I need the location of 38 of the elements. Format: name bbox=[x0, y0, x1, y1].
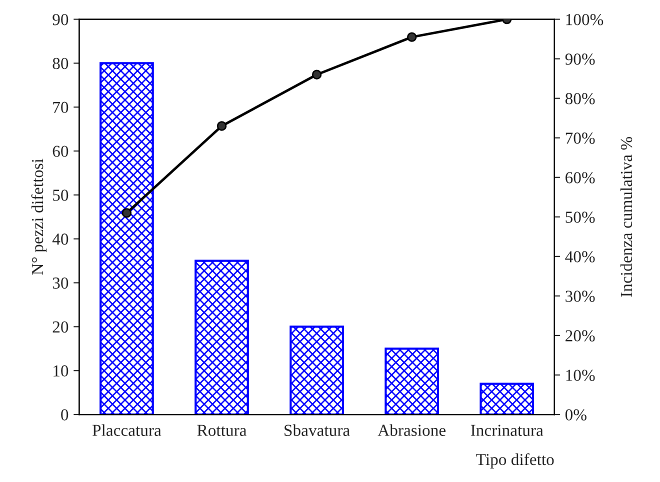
point bbox=[216, 121, 227, 131]
point bbox=[406, 32, 417, 42]
bar bbox=[290, 326, 344, 415]
bar bbox=[194, 260, 249, 415]
x-axis-title: Tipo difetto bbox=[476, 453, 554, 469]
y-tick-label: 60 bbox=[52, 146, 68, 157]
x-tick-label: Rottura bbox=[197, 424, 247, 436]
y-tick-label: 50 bbox=[53, 190, 68, 201]
x-tick-label: Abrasione bbox=[378, 424, 446, 436]
y-tick-label: 40 bbox=[52, 234, 68, 245]
y2-tick-label: 20% bbox=[566, 330, 595, 342]
x-tick-label: Incrinatura bbox=[470, 424, 544, 436]
y-tick-label: 70 bbox=[53, 102, 68, 114]
y2-tick-label: 70% bbox=[566, 132, 595, 144]
y2-tick-label: 10% bbox=[566, 370, 595, 381]
y2-tick-label: 30% bbox=[566, 290, 595, 302]
y-tick-label: 0 bbox=[61, 409, 68, 420]
y2-tick-label: 90% bbox=[565, 54, 595, 65]
x-tick-label: Sbavatura bbox=[284, 424, 350, 436]
y-tick-label: 30 bbox=[52, 277, 68, 289]
y2-axis-title: Incidenza cumulativa % bbox=[620, 136, 632, 297]
y-tick-label: 20 bbox=[52, 321, 68, 333]
y2-tick-label: 80% bbox=[565, 93, 595, 104]
y-axis-title: N° pezzi difettosi bbox=[31, 158, 47, 275]
y2-tick-label: 100% bbox=[566, 14, 604, 26]
y2-tick-label: 0% bbox=[565, 409, 586, 421]
bar bbox=[100, 62, 154, 415]
y2-tick-label: 60% bbox=[566, 172, 595, 184]
y-tick-label: 90 bbox=[52, 14, 68, 26]
y-tick-label: 10 bbox=[54, 365, 68, 377]
y2-tick-label: 40% bbox=[565, 251, 595, 262]
point bbox=[312, 70, 322, 80]
x-tick-label: Placcatura bbox=[92, 424, 162, 436]
y-tick-label: 80 bbox=[52, 58, 68, 70]
y2-tick-label: 50% bbox=[566, 212, 595, 223]
point bbox=[122, 208, 132, 218]
bar bbox=[480, 382, 534, 415]
bar bbox=[384, 348, 440, 415]
